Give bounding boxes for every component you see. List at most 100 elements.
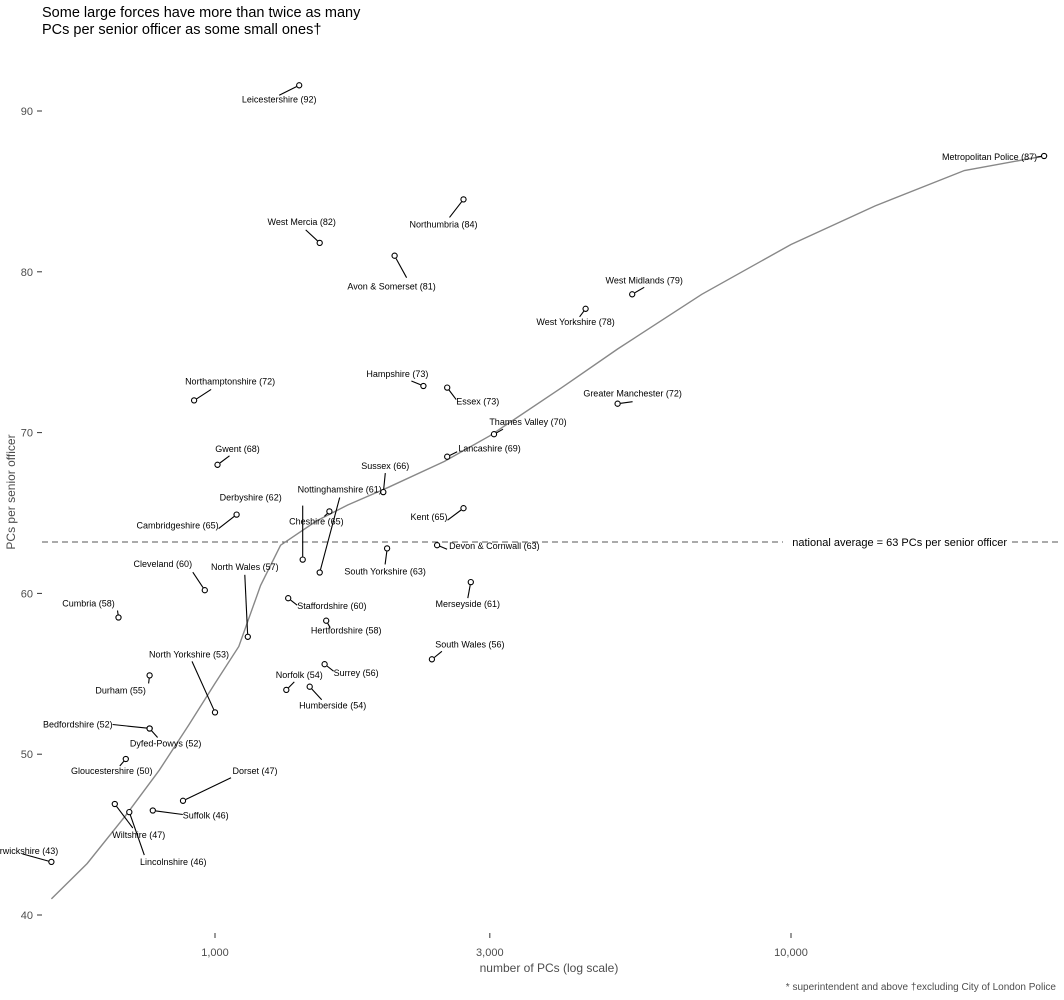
y-tick-label: 50 <box>21 749 33 761</box>
x-tick-label: 10,000 <box>774 947 808 959</box>
label-lancashire: Lancashire (69) <box>458 444 521 454</box>
point-cambridgeshire <box>233 511 240 518</box>
national-average-label-bg <box>783 533 1009 550</box>
leader-line-kent <box>447 509 462 521</box>
leader-line-humberside <box>311 688 323 701</box>
leader-line-west-mercia <box>305 229 318 242</box>
point-staffordshire <box>285 595 292 602</box>
label-norfolk: Norfolk (54) <box>276 670 323 680</box>
point-lincolnshire <box>126 808 133 816</box>
point-dorset <box>179 797 187 804</box>
trend-line <box>50 155 1045 900</box>
chart-title: Some large forces have more than twice a… <box>42 5 360 39</box>
point-labels-group: Leicestershire (92) Metropolitan Police (… <box>0 94 1037 867</box>
point-north-wales <box>244 633 251 640</box>
label-thames-valley: Thames Valley (70) <box>489 417 566 427</box>
point-hampshire <box>420 382 427 390</box>
label-cumbria: Cumbria (58) <box>62 599 115 609</box>
y-tick-label: 60 <box>21 588 33 600</box>
point-derbyshire <box>299 556 306 563</box>
point-metropolitan-police <box>1040 152 1048 160</box>
leader-line-sussex <box>383 473 386 490</box>
national-average-label: national average = 63 PCs per senior off… <box>792 537 1007 549</box>
label-suffolk: Suffolk (46) <box>183 811 229 821</box>
point-warwickshire <box>48 858 55 866</box>
leader-line-lincolnshire <box>129 814 145 856</box>
point-leicestershire <box>296 82 303 89</box>
point-durham <box>146 672 153 679</box>
point-west-mercia <box>316 239 323 247</box>
y-tick-label: 80 <box>21 267 33 279</box>
point-north-yorkshire <box>211 709 219 716</box>
point-kent <box>460 505 467 512</box>
leader-line-gwent <box>219 455 230 464</box>
label-south-wales: South Wales (56) <box>435 639 504 649</box>
label-leicestershire: Leicestershire (92) <box>242 94 317 104</box>
label-metropolitan-police: Metropolitan Police (87) <box>942 152 1037 162</box>
leader-line-cleveland <box>192 571 204 589</box>
leader-lines-group <box>22 86 1042 862</box>
x-tick-label: 3,000 <box>476 947 504 959</box>
y-tick-label: 40 <box>21 910 33 922</box>
label-merseyside: Merseyside (61) <box>436 599 501 609</box>
point-sussex <box>380 488 387 496</box>
label-hertfordshire: Hertfordshire (58) <box>311 626 382 636</box>
y-tick-label: 70 <box>21 428 33 440</box>
leader-line-west-midlands <box>634 286 645 294</box>
point-greater-manchester <box>614 400 621 407</box>
point-nottinghamshire <box>316 569 323 576</box>
chart-caption: * superintendent and above †excluding Ci… <box>786 982 1057 993</box>
leader-line-warwickshire <box>22 853 49 862</box>
leader-line-metropolitan-police <box>1037 155 1042 158</box>
label-north-wales: North Wales (57) <box>211 562 279 572</box>
leader-line-northumbria <box>449 201 463 218</box>
label-hampshire: Hampshire (73) <box>366 369 428 379</box>
trend-line-group <box>50 155 1045 900</box>
point-devon-and-cornwall <box>433 542 441 549</box>
label-avon-and-somerset: Avon & Somerset (81) <box>347 282 435 292</box>
point-cleveland <box>201 587 208 594</box>
label-durham: Durham (55) <box>95 685 146 695</box>
label-staffordshire: Staffordshire (60) <box>297 601 366 611</box>
point-gloucestershire <box>122 755 129 763</box>
label-warwickshire: Warwickshire (43) <box>0 846 58 856</box>
leader-line-north-wales <box>244 574 249 634</box>
leader-line-cambridgeshire <box>218 515 235 530</box>
y-tick-label: 90 <box>21 106 33 118</box>
point-northamptonshire <box>190 397 198 404</box>
point-humberside <box>306 683 313 690</box>
label-dyfed-powys: Dyfed-Powys (52) <box>130 739 202 749</box>
label-gwent: Gwent (68) <box>215 444 260 454</box>
label-cheshire: Cheshire (65) <box>289 516 344 526</box>
label-nottinghamshire: Nottinghamshire (61) <box>298 485 382 495</box>
leader-line-northamptonshire <box>196 388 212 400</box>
point-cheshire <box>326 508 333 515</box>
label-lincolnshire: Lincolnshire (46) <box>140 857 207 867</box>
label-west-midlands: West Midlands (79) <box>606 275 683 285</box>
leader-line-merseyside <box>467 585 471 599</box>
point-thames-valley <box>490 431 498 438</box>
point-norfolk <box>283 686 290 694</box>
label-essex: Essex (73) <box>456 397 499 407</box>
label-cambridgeshire: Cambridgeshire (65) <box>137 521 219 531</box>
point-dyfed-powys <box>146 725 153 732</box>
leader-line-greater-manchester <box>620 401 633 404</box>
leader-line-dorset <box>185 777 232 800</box>
leader-line-suffolk <box>155 810 183 816</box>
label-gloucestershire: Gloucestershire (50) <box>71 766 153 776</box>
points-group <box>48 82 1048 866</box>
axes-group: 40 50 60 70 80 90 1,000 3,000 10,000 <box>21 106 808 959</box>
reference-line-group: national average = 63 PCs per senior off… <box>42 533 1058 550</box>
chart-title-line-2: PCs per senior officer as some small one… <box>42 22 322 38</box>
leader-line-staffordshire <box>290 599 298 606</box>
leader-line-south-wales <box>433 650 443 658</box>
leader-line-nottinghamshire <box>319 497 341 570</box>
leader-line-west-yorkshire <box>579 310 585 318</box>
leader-line-essex <box>448 389 457 400</box>
point-suffolk <box>149 807 156 814</box>
point-wiltshire <box>111 800 118 808</box>
x-axis-title: number of PCs (log scale) <box>480 961 619 975</box>
label-west-mercia: West Mercia (82) <box>268 217 336 227</box>
point-south-yorkshire <box>383 545 391 552</box>
